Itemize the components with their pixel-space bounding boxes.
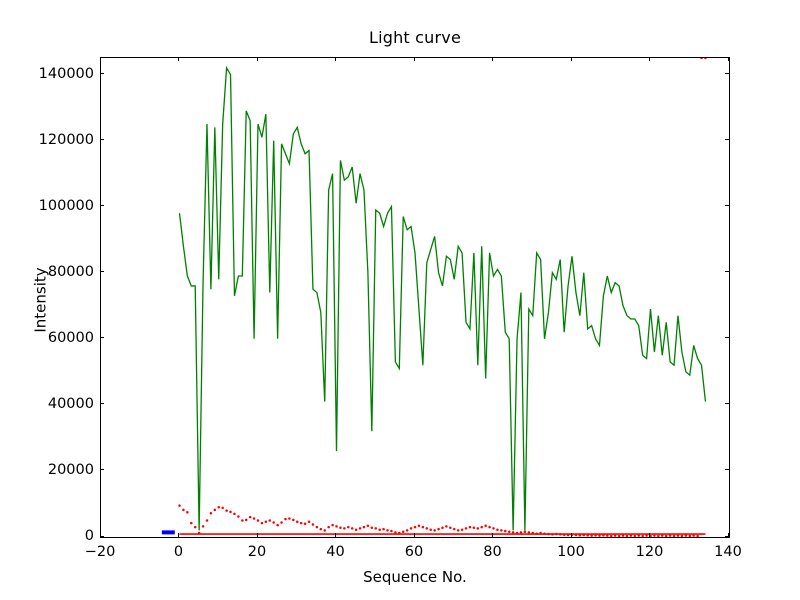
x-tick-mark-top <box>649 57 650 61</box>
y-tick-mark-right <box>725 73 729 75</box>
y-tick-label: 20000 <box>47 461 94 478</box>
x-tick-mark-top <box>335 57 336 61</box>
y-tick-label: 60000 <box>47 329 94 346</box>
y-tick-mark <box>100 535 104 537</box>
y-tick-label: 140000 <box>38 65 94 82</box>
x-tick-mark <box>99 533 101 537</box>
x-tick-mark <box>178 533 179 537</box>
series-intensity-green <box>178 65 707 531</box>
y-tick-label: 40000 <box>47 395 94 412</box>
y-tick-mark-right <box>725 271 729 273</box>
y-tick-mark-right <box>725 469 729 471</box>
plot-lines <box>161 58 707 537</box>
x-tick-label: 60 <box>404 544 424 560</box>
x-tick-label: 0 <box>173 544 184 560</box>
y-tick-label: 80000 <box>47 263 94 280</box>
y-tick-label: 0 <box>84 528 94 544</box>
x-tick-mark <box>649 533 650 537</box>
y-tick-label: 120000 <box>38 131 94 148</box>
y-tick-mark <box>100 205 104 207</box>
series-background-red-dotted <box>178 58 707 537</box>
x-tick-mark-top <box>178 57 179 61</box>
x-tick-label: 40 <box>326 544 345 560</box>
x-tick-mark-top <box>413 57 415 61</box>
x-tick-label: 140 <box>714 544 742 560</box>
x-tick-mark-top <box>492 57 493 61</box>
x-tick-label: 120 <box>635 544 664 560</box>
y-tick-mark <box>100 469 104 471</box>
x-tick-mark-top <box>570 57 572 61</box>
y-tick-mark-right <box>725 337 729 339</box>
x-tick-mark <box>256 533 258 537</box>
y-tick-mark-right <box>725 205 729 207</box>
x-tick-mark <box>570 533 572 537</box>
x-tick-label: 80 <box>483 544 502 560</box>
x-tick-mark <box>492 533 493 537</box>
x-tick-mark <box>335 533 336 537</box>
y-tick-mark <box>100 271 104 273</box>
y-tick-mark-right <box>725 535 729 537</box>
x-tick-label: −20 <box>84 544 116 560</box>
x-tick-mark <box>413 533 415 537</box>
x-tick-mark-top <box>727 57 729 61</box>
y-tick-mark <box>100 73 104 75</box>
chart-title: Light curve <box>368 28 462 47</box>
x-axis-label: Sequence No. <box>363 568 467 586</box>
y-tick-label: 100000 <box>38 197 94 214</box>
x-tick-mark <box>727 533 729 537</box>
plot-area <box>100 57 730 538</box>
x-tick-mark-top <box>256 57 258 61</box>
x-tick-mark-top <box>99 57 101 61</box>
y-tick-mark <box>100 337 104 339</box>
x-tick-label: 100 <box>557 544 585 560</box>
x-tick-label: 20 <box>247 544 267 560</box>
y-tick-mark <box>100 139 104 141</box>
y-tick-mark-right <box>725 139 729 141</box>
y-tick-mark-right <box>725 403 729 405</box>
y-tick-mark <box>100 403 104 405</box>
